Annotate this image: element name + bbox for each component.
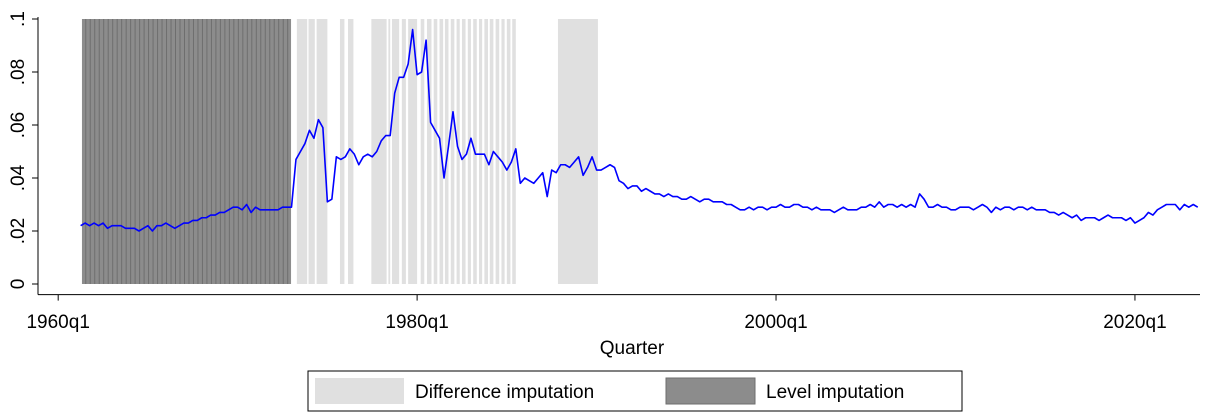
shaded-span (433, 19, 438, 284)
shaded-span (308, 19, 315, 284)
legend-swatch (665, 377, 756, 405)
shaded-span (456, 19, 460, 284)
x-tick-label: 2020q1 (1103, 312, 1166, 333)
shaded-span (296, 19, 308, 284)
legend-label: Difference imputation (415, 382, 594, 403)
y-tick-label: .1 (8, 11, 29, 27)
legend-box (307, 370, 963, 412)
shaded-span (339, 19, 345, 284)
legend: Difference imputation Level imputation (307, 370, 963, 412)
shaded-span (506, 19, 511, 284)
shaded-span (348, 19, 354, 284)
shaded-span (489, 19, 494, 284)
y-tick-label: 0 (8, 279, 29, 290)
shaded-span (450, 19, 455, 284)
shaded-span (479, 19, 483, 284)
shaded-span (467, 19, 471, 284)
x-tick-label: 1960q1 (26, 312, 89, 333)
shaded-span (371, 19, 387, 284)
shaded-span (557, 19, 598, 284)
shaded-span (444, 19, 449, 284)
shaded-span (81, 19, 292, 284)
shaded-span (484, 19, 488, 284)
x-tick-label: 2000q1 (744, 312, 807, 333)
shaded-span (316, 19, 328, 284)
shaded-span (388, 19, 391, 284)
y-tick-label: .04 (8, 164, 29, 191)
x-axis-title: Quarter (600, 338, 665, 359)
y-tick-label: .06 (8, 112, 29, 138)
legend-swatch (315, 378, 404, 404)
shaded-span (512, 19, 516, 284)
y-tick-label: .08 (8, 59, 29, 85)
shaded-span (408, 19, 418, 284)
legend-label: Level imputation (766, 382, 904, 403)
data-line (80, 28, 1199, 232)
shaded-span (420, 19, 425, 284)
shaded-span (426, 19, 432, 284)
shaded-span (495, 19, 500, 284)
shaded-span (501, 19, 505, 284)
y-tick-label: .02 (8, 218, 29, 244)
shaded-span (401, 19, 406, 284)
plot-area: 0 .02 .04 .06 .08 .1 1960q1 1980q1 2000q1 2020q1 (8, 11, 1200, 333)
shaded-span (461, 19, 466, 284)
shaded-span (391, 19, 400, 284)
x-tick-label: 1980q1 (385, 312, 448, 333)
